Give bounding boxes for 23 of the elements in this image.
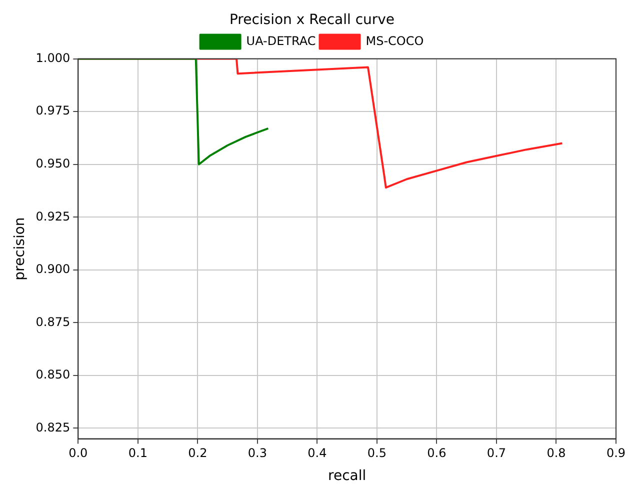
x-tick-label: 0.0 [68,446,88,460]
y-tick-label: 0.900 [36,262,70,276]
legend-label: UA-DETRAC [246,34,316,48]
x-tick-label: 0.1 [128,446,148,460]
y-axis-title: precision [12,217,28,280]
x-tick-label: 0.5 [367,446,387,460]
x-axis-title: recall [328,468,366,484]
y-tick-label: 0.875 [36,314,70,329]
x-tick-label: 0.6 [427,446,446,460]
x-tick-label: 0.2 [188,446,208,460]
x-tick-label: 0.7 [486,446,506,460]
y-tick-label: 0.850 [36,368,70,382]
x-tick-label: 0.4 [308,446,327,460]
x-tick-label: 0.8 [546,446,566,460]
x-tick-label: 0.3 [248,446,267,460]
chart-title: Precision x Recall curve [229,12,395,28]
x-tick-label: 0.9 [606,446,626,460]
y-tick-label: 0.825 [36,420,70,434]
y-tick-label: 0.975 [36,104,70,118]
legend-label: MS-COCO [366,34,424,48]
y-tick-label: 1.000 [36,50,70,65]
y-tick-label: 0.925 [36,209,70,224]
y-tick-label: 0.950 [36,156,70,170]
